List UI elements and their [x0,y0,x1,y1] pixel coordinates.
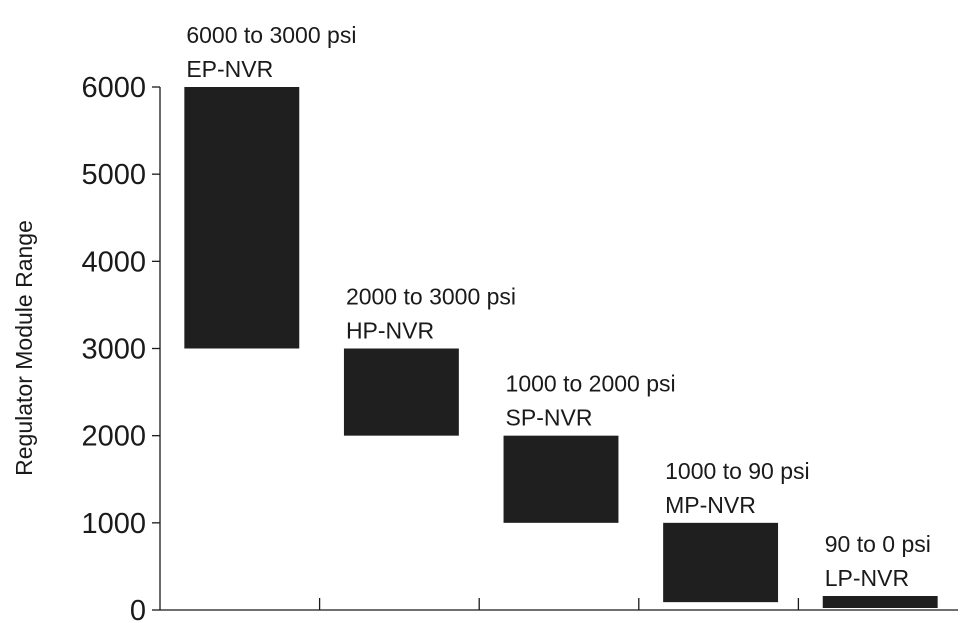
bar-name-label: HP-NVR [346,318,434,344]
bar-ep-nvr [184,87,300,349]
y-axis-title: Regulator Module Range [11,220,37,476]
bar-mp-nvr [663,522,779,603]
bar-labels: EP-NVR 6000 to 3000 psi HP-NVR 2000 to 3000… [186,22,931,591]
bar-name-label: LP-NVR [825,565,909,591]
y-tick-label: 2000 [81,421,146,453]
bar-sp-nvr [503,435,619,523]
y-tick-label: 0 [130,595,146,623]
y-tick-label: 6000 [81,72,146,104]
bar-name-label: EP-NVR [186,56,273,82]
bar-lp-nvr [822,596,938,608]
bar-name-label: MP-NVR [665,492,756,518]
bar-range-label: 1000 to 90 psi [665,458,810,484]
bar-name-label: SP-NVR [506,405,593,431]
y-tick-label: 1000 [81,508,146,540]
y-tick-label: 5000 [81,159,146,191]
bar-range-label: 90 to 0 psi [825,531,931,557]
bar-range-label: 2000 to 3000 psi [346,284,516,310]
y-tick-label: 4000 [81,246,146,278]
bar-range-label: 1000 to 2000 psi [506,371,676,397]
y-ticks: 0 1000 2000 3000 4000 5000 6000 [81,72,160,623]
bars [184,87,938,608]
bar-range-label: 6000 to 3000 psi [186,22,356,48]
category-dividers [318,598,800,610]
bar-hp-nvr [343,348,459,436]
y-tick-label: 3000 [81,334,146,366]
